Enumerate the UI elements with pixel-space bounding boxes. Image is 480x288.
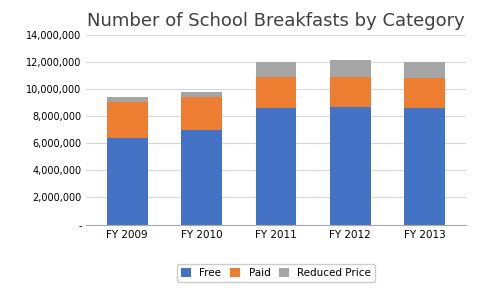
Bar <box>107 103 148 138</box>
Bar <box>330 60 371 77</box>
Legend: Free, Paid, Reduced Price: Free, Paid, Reduced Price <box>177 264 375 283</box>
Bar <box>107 138 148 225</box>
Bar <box>404 62 445 78</box>
Bar <box>181 92 222 97</box>
Title: Number of School Breakfasts by Category: Number of School Breakfasts by Category <box>87 12 465 30</box>
Bar <box>181 130 222 225</box>
Bar <box>330 77 371 107</box>
Bar <box>404 78 445 108</box>
Bar <box>255 62 297 77</box>
Bar <box>330 107 371 225</box>
Bar <box>255 108 297 225</box>
Bar <box>107 97 148 103</box>
Bar <box>404 108 445 225</box>
Bar <box>255 77 297 108</box>
Bar <box>181 97 222 130</box>
